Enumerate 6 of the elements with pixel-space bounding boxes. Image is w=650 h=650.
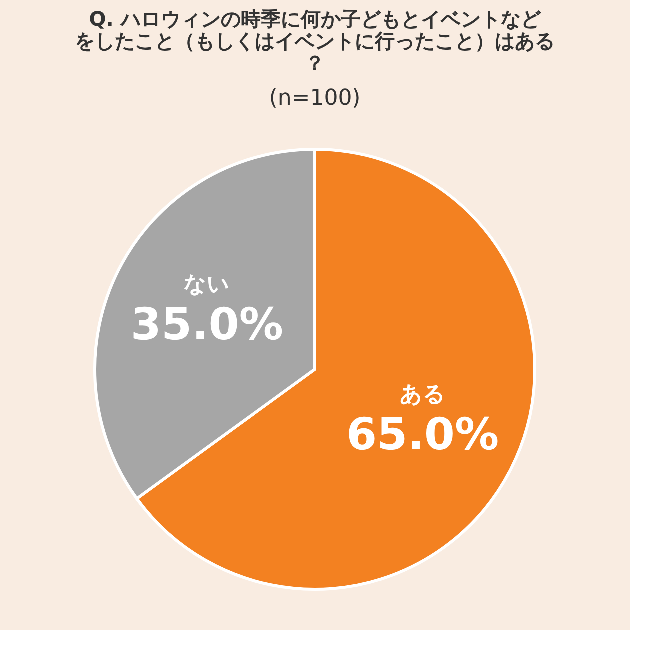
data-label: 65.0%	[346, 409, 500, 460]
chart-subtitle: (n=100)	[269, 86, 361, 111]
chart-title: Q. ハロウィンの時季に何か子どもとイベントなどをしたこと（もしくはイベントに行ったこと）はある？	[75, 7, 555, 75]
data-label: 35.0%	[130, 300, 284, 351]
slice-label: ない	[184, 272, 230, 298]
slice-label: ある	[400, 382, 446, 408]
